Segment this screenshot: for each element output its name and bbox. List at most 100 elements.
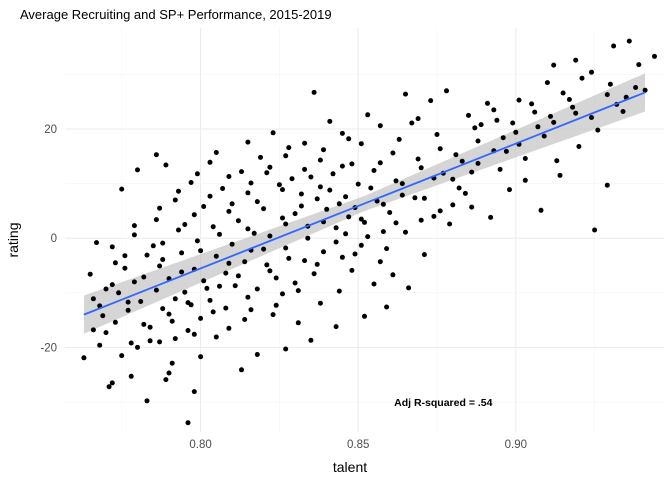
data-point (229, 201, 235, 207)
data-point (557, 172, 563, 178)
data-point (589, 115, 594, 120)
data-point (349, 267, 355, 273)
data-point (176, 188, 181, 194)
data-point (330, 171, 336, 177)
data-point (478, 122, 484, 128)
data-point (336, 201, 342, 207)
data-point (522, 156, 528, 161)
data-point (213, 334, 219, 340)
data-point (160, 306, 166, 312)
data-point (450, 176, 456, 182)
data-point (362, 219, 367, 225)
data-point (298, 203, 304, 209)
data-point (286, 255, 292, 261)
data-point (295, 288, 301, 294)
data-point (226, 174, 232, 179)
data-point (172, 336, 178, 342)
data-point (327, 187, 333, 193)
data-point (576, 144, 582, 149)
data-point (245, 190, 251, 196)
data-point (497, 166, 503, 172)
grid (65, 28, 664, 432)
data-point (317, 157, 323, 163)
data-point (176, 227, 181, 233)
data-point (147, 324, 153, 330)
data-point (507, 187, 512, 193)
data-point (166, 370, 172, 376)
data-point (633, 85, 639, 90)
data-point (358, 242, 364, 248)
data-point (604, 182, 610, 188)
data-point (365, 112, 371, 118)
data-point (327, 118, 333, 124)
data-point (213, 150, 219, 155)
data-point (125, 307, 131, 313)
data-point (245, 226, 251, 232)
data-point (226, 208, 232, 214)
data-point (453, 152, 459, 158)
data-point (535, 124, 541, 130)
y-tick-label: 20 (44, 124, 57, 136)
data-point (239, 169, 244, 175)
data-point (109, 244, 115, 250)
data-point (321, 147, 326, 153)
data-point (302, 258, 308, 264)
data-point (589, 69, 594, 75)
data-point (157, 339, 163, 345)
data-point (415, 156, 421, 162)
data-point (144, 398, 150, 404)
data-point (554, 158, 560, 164)
data-point (302, 140, 308, 146)
data-point (166, 311, 172, 317)
data-point (377, 160, 383, 166)
data-point (276, 182, 282, 188)
data-point (232, 283, 238, 289)
data-point (223, 270, 229, 276)
data-point (500, 135, 506, 141)
data-point (308, 174, 314, 180)
data-point (434, 132, 440, 137)
data-point (90, 327, 96, 333)
data-point (459, 158, 465, 164)
data-point (267, 268, 273, 274)
data-point (169, 360, 175, 366)
data-point (207, 193, 213, 199)
data-point (462, 190, 468, 196)
data-point (267, 164, 273, 170)
data-point (270, 312, 276, 318)
data-point (317, 300, 323, 306)
data-point (109, 282, 115, 288)
data-point (264, 170, 270, 176)
data-point (289, 176, 295, 182)
data-point (185, 420, 191, 426)
data-point (283, 153, 289, 159)
data-point (349, 161, 355, 167)
data-point (106, 384, 112, 390)
data-point (447, 221, 453, 227)
data-point (185, 300, 191, 306)
data-point (475, 160, 481, 166)
x-tick-label: 0.85 (347, 439, 369, 451)
data-point (182, 289, 188, 295)
data-point (100, 313, 106, 319)
data-point (642, 87, 648, 93)
data-point (112, 319, 118, 325)
data-point (450, 202, 456, 208)
data-point (516, 97, 522, 103)
data-point (150, 243, 156, 249)
data-point (267, 233, 273, 239)
data-point (592, 227, 598, 233)
data-point (522, 177, 528, 183)
data-point (103, 330, 109, 336)
y-axis-title: rating (5, 222, 21, 257)
data-point (595, 127, 601, 133)
data-point (311, 271, 317, 277)
data-point (261, 246, 267, 252)
data-point (491, 107, 497, 113)
data-point (229, 241, 235, 247)
data-point (204, 285, 210, 291)
data-point (393, 178, 399, 184)
data-point (541, 133, 547, 139)
data-point (201, 204, 207, 209)
data-point (415, 116, 421, 122)
